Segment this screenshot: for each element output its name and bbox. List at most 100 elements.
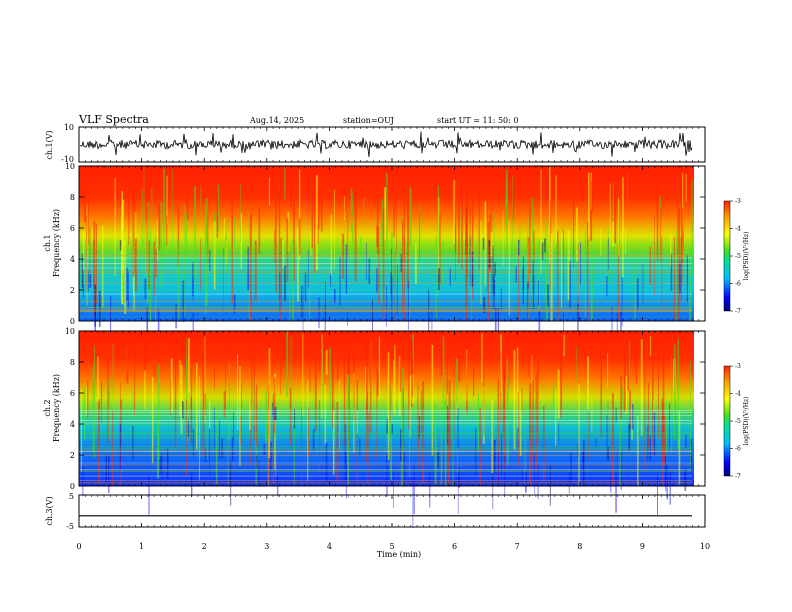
spectrogram-dark-streak — [213, 407, 215, 450]
spectrogram-streak — [493, 213, 495, 286]
spectrogram-streak — [170, 358, 173, 412]
spectrogram-streak — [629, 390, 631, 430]
colorbar-tick-label: -7 — [735, 308, 741, 315]
spectrogram-streak — [148, 240, 150, 290]
spectrogram-streak — [121, 205, 123, 304]
spectrogram-streak — [250, 403, 251, 466]
spectrogram-streak — [376, 166, 379, 254]
spectrogram-streak — [394, 344, 396, 417]
spectrogram-streak — [512, 179, 514, 221]
spectrogram-streak — [635, 343, 637, 384]
spectrogram-streak — [108, 377, 111, 436]
spectrogram-streak — [268, 177, 270, 206]
spectrogram-dark-streak — [148, 476, 150, 516]
spectrogram-streak — [144, 370, 146, 409]
spectrogram-streak — [691, 337, 693, 380]
spectrogram-streak — [578, 383, 580, 486]
spectrogram-streak — [647, 382, 650, 449]
spectrogram-streak — [251, 349, 253, 405]
spectrogram-streak — [453, 331, 455, 440]
spectrogram-streak — [466, 177, 468, 277]
spectrogram-streak — [438, 196, 440, 290]
spectrogram-streak — [634, 250, 636, 321]
ch3-waveform-panel: 5 -5 ch.3(V) — [45, 492, 706, 531]
spectrogram-dark-streak — [607, 238, 609, 271]
spectrogram-streak — [240, 212, 242, 269]
spectrogram-streak — [370, 362, 372, 435]
spectrogram-dark-streak — [307, 250, 309, 288]
spectrogram-streak — [560, 342, 563, 418]
spectrogram-dark-streak — [447, 405, 449, 445]
spectrogram-dark-streak — [457, 408, 459, 449]
spectrogram-dark-streak — [500, 288, 502, 310]
spectrogram-streak — [619, 408, 621, 486]
spectrogram-streak — [280, 334, 281, 395]
spectrogram-streak — [87, 380, 89, 418]
spectrogram-streak — [154, 347, 156, 381]
spectrogram-streak — [180, 364, 183, 435]
spectrogram-streak — [330, 214, 332, 276]
spectrogram-streak — [240, 184, 241, 242]
spectrogram-streak — [227, 406, 229, 486]
spectrogram-streak — [617, 244, 619, 321]
spectrogram-streak — [185, 213, 188, 261]
spectrogram-dark-streak — [279, 272, 281, 313]
spectrogram-streak — [199, 376, 200, 481]
spectrogram-streak — [393, 185, 395, 238]
spectrogram-dark-streak — [665, 465, 666, 492]
spectrogram-streak — [111, 404, 112, 431]
spectrogram-streak — [590, 202, 593, 241]
spectrogram-streak — [214, 367, 215, 389]
spectrogram-dark-streak — [620, 310, 622, 336]
ch3-ylabel: ch.3(V) — [45, 496, 54, 525]
spectrogram-streak — [206, 399, 208, 461]
spectrogram-dark-streak — [438, 268, 440, 290]
spectrogram-dark-streak — [515, 266, 517, 283]
spectrogram-dark-streak — [230, 461, 232, 506]
spectrogram-streak — [97, 356, 99, 402]
spectrogram-dark-streak — [631, 403, 634, 430]
spectrogram-streak — [186, 338, 188, 388]
x-tick-label: 10 — [700, 542, 710, 551]
spectrogram-dark-streak — [344, 450, 347, 482]
spectrogram-streak — [448, 409, 450, 486]
spectrogram-streak — [376, 371, 379, 396]
spectrogram-dark-streak — [325, 281, 326, 323]
spectrogram-streak — [163, 168, 166, 260]
spectrogram-dark-streak — [233, 411, 234, 441]
spectrogram-streak — [453, 179, 456, 245]
spectrogram-streak — [186, 186, 189, 220]
spectrogram-streak — [145, 179, 147, 274]
spectrogram-streak — [191, 369, 192, 447]
spectrogram-dark-streak — [219, 420, 220, 459]
spectrogram-dark-streak — [504, 455, 506, 495]
spectrogram-streak — [347, 214, 349, 261]
ch1-colorbar-label: log(PSD)(V²/Hz) — [743, 232, 750, 281]
spectrogram-streak — [431, 345, 434, 456]
spectrogram-dark-streak — [595, 437, 597, 448]
spectrogram-streak — [395, 250, 398, 282]
spectrogram-streak — [500, 350, 502, 423]
spectrogram-streak — [122, 199, 124, 275]
spectrogram-streak — [502, 349, 504, 439]
spectrogram-streak — [378, 336, 381, 398]
spectrogram-dark-streak — [403, 451, 405, 486]
spectrogram-streak — [625, 228, 626, 255]
spectrogram-streak — [484, 201, 487, 286]
ch1-spectrogram-texture — [79, 166, 693, 358]
spectrogram-streak — [186, 357, 188, 423]
spectrogram-streak — [478, 169, 480, 271]
spectrogram-streak — [228, 362, 231, 440]
spectrogram-streak — [674, 236, 675, 321]
spectrogram-streak — [458, 199, 460, 264]
spectrogram-dark-streak — [209, 428, 210, 478]
spectrogram-streak — [591, 181, 593, 213]
spectrogram-dark-streak — [344, 423, 346, 467]
spectrogram-streak — [204, 205, 207, 314]
spectrogram-streak — [114, 177, 116, 276]
spectrogram-streak — [80, 244, 82, 294]
spectrogram-streak — [149, 230, 152, 321]
spectrogram-streak — [233, 217, 235, 248]
spectrogram-streak — [649, 246, 652, 285]
ch1-ytick-top: 10 — [64, 123, 74, 132]
